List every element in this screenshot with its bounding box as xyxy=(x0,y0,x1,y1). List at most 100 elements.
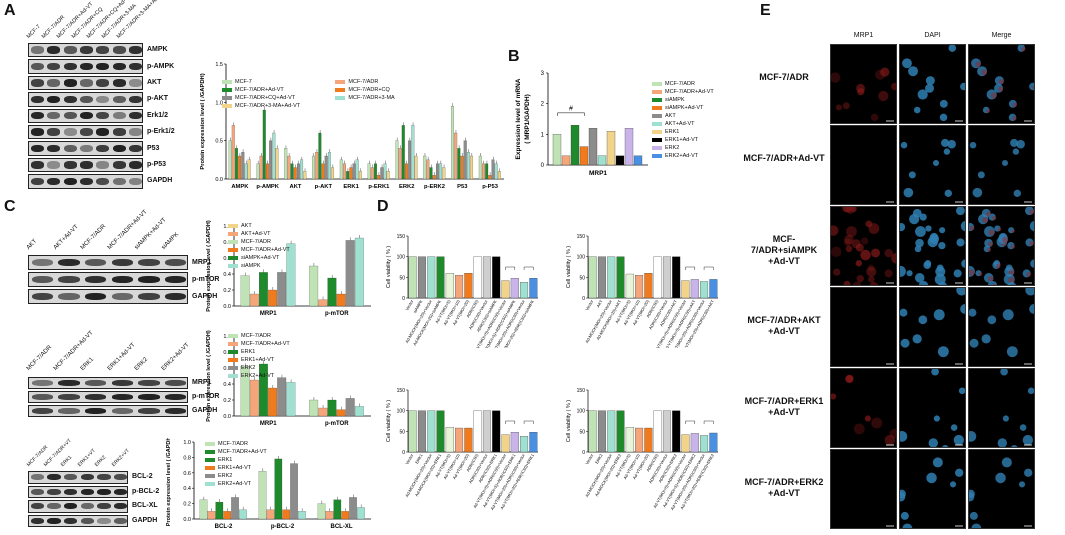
y-tick-label: 0.8 xyxy=(183,455,191,461)
x-tick-label: p-mTOR xyxy=(325,421,349,427)
y-tick-label: 0 xyxy=(402,450,405,456)
row-label: MCF-7/ADR+ERK1 +Ad-VT xyxy=(744,396,824,417)
y-tick-label: 0 xyxy=(582,450,585,456)
blot-band xyxy=(96,128,110,136)
legend-item: ERK1+Ad-VT xyxy=(205,464,285,472)
lane-label: ERK1+VT xyxy=(76,447,97,468)
blot-band xyxy=(96,161,110,169)
bar xyxy=(442,167,446,180)
legend-label: ERK1+Ad-VT xyxy=(241,357,275,363)
bar xyxy=(303,171,307,180)
y-axis-label: Protein expression level ( /GAPDH) xyxy=(200,73,206,169)
bar xyxy=(700,281,709,299)
x-tick-label: p-mTOR xyxy=(325,311,349,317)
merge-image xyxy=(968,449,1035,529)
blot-label: GAPDH xyxy=(147,177,173,185)
nucleus xyxy=(992,261,1001,269)
legend-swatch xyxy=(228,256,238,260)
red-signal xyxy=(871,248,881,258)
blot-band xyxy=(30,503,44,510)
nucleus xyxy=(994,83,1004,93)
bar xyxy=(408,410,417,453)
y-tick-label: 0 xyxy=(582,296,585,302)
bar xyxy=(318,299,328,307)
bar xyxy=(510,432,519,453)
lane-label: AKT xyxy=(25,238,39,251)
red-signal xyxy=(998,78,1005,85)
blot-band xyxy=(47,79,61,87)
legend-label: MCF-7/ADR xyxy=(241,333,271,339)
legend-swatch xyxy=(652,122,662,126)
blot-row: BCL-2 xyxy=(28,470,178,485)
y-tick-label: 0.8 xyxy=(223,240,231,246)
blot-band xyxy=(79,62,94,71)
red-signal xyxy=(843,280,851,285)
legend-item: AKT+Ad-VT xyxy=(652,120,772,128)
dapi-image xyxy=(899,287,966,367)
legend-label: MCF-7/ADR+3-MA xyxy=(348,95,395,101)
nucleus xyxy=(986,89,997,100)
panel-c-bottom-blots: BCL-2 p-BCL-2 BCL-XL GAPDH xyxy=(28,470,159,528)
bar xyxy=(336,409,346,417)
bar xyxy=(199,499,208,520)
red-signal xyxy=(870,113,879,122)
blot-row: p-BCL-2 xyxy=(28,485,178,500)
y-tick-label: 100 xyxy=(577,255,586,261)
blot-band xyxy=(97,488,111,495)
red-signal xyxy=(869,281,878,285)
red-signal xyxy=(987,241,994,247)
bar xyxy=(339,159,343,180)
blot-band xyxy=(79,161,94,169)
bar xyxy=(497,171,501,180)
blot-band xyxy=(79,144,94,153)
bar xyxy=(286,243,296,307)
x-tick-label: p-AMPK xyxy=(256,184,279,190)
bar xyxy=(520,282,529,299)
y-axis-label: Cell viability ( % ) xyxy=(386,246,392,288)
nucleus xyxy=(1008,99,1017,108)
bar xyxy=(290,163,294,180)
x-tick-label: P53 xyxy=(457,184,468,190)
bar xyxy=(327,152,331,180)
y-tick-label: 0.5 xyxy=(215,139,223,145)
bar xyxy=(341,511,349,520)
x-tick-label: p-ERK2 xyxy=(424,184,445,190)
bar xyxy=(259,363,268,417)
blot-band xyxy=(97,474,111,481)
y-tick-label: 0.4 xyxy=(223,272,231,278)
red-signal xyxy=(880,67,890,77)
x-tick-label: p-ERK1 xyxy=(368,184,390,190)
y-tick-label: 150 xyxy=(397,234,406,240)
legend-item: ERK2 xyxy=(205,472,285,480)
legend-swatch xyxy=(652,82,662,86)
legend-label: AKT+Ad-VT xyxy=(665,121,695,127)
bar xyxy=(633,155,643,166)
blot-row: GAPDH xyxy=(28,404,238,418)
bar xyxy=(662,256,671,299)
red-signal xyxy=(850,207,857,213)
bar xyxy=(501,434,510,453)
bar xyxy=(464,427,473,453)
nucleus xyxy=(1012,148,1020,155)
nucleus xyxy=(941,138,950,147)
bar xyxy=(681,280,690,299)
panel-a-blots: AMPK p-AMPK AKT p-AKT Erk1/2 p-Erk1/2 P53 p-P53… xyxy=(28,42,178,190)
x-tick-label: AKT xyxy=(595,299,603,309)
blot-row: BCL-XL xyxy=(28,499,178,514)
red-signal xyxy=(988,229,995,236)
legend-swatch xyxy=(335,80,346,84)
legend-item: MCF-7/ADR+3-MA xyxy=(335,94,422,102)
nucleus xyxy=(900,511,909,520)
fluorescence-cells xyxy=(969,207,1034,285)
bar xyxy=(383,163,387,180)
panel-c-top-lane-labels: AKT AKT+Ad-VT MCF-7/ADR MCF-7/ADR+Ad-VT siAM… xyxy=(26,205,200,253)
red-signal xyxy=(1028,209,1034,215)
lane-label: AKT+Ad-VT xyxy=(52,223,80,251)
red-signal xyxy=(995,263,1001,269)
legend-swatch xyxy=(652,154,662,158)
legend-item: ERK2+Ad-VT xyxy=(205,480,285,488)
legend-swatch xyxy=(228,342,238,346)
blot-band xyxy=(79,112,94,120)
legend-swatch xyxy=(222,88,232,92)
